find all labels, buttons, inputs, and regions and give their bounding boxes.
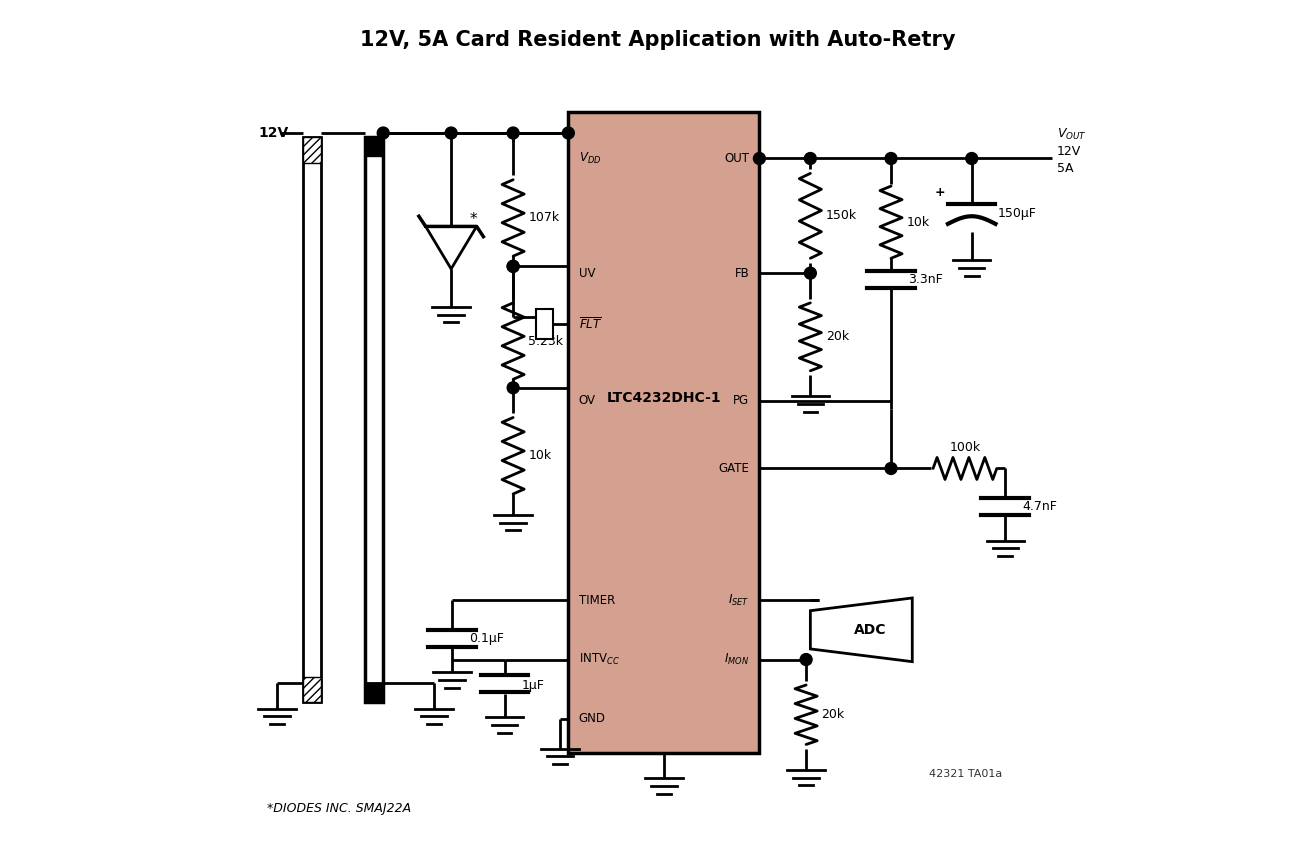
Text: 107k: 107k	[529, 211, 560, 224]
Circle shape	[508, 127, 519, 139]
Text: OUT: OUT	[725, 152, 750, 165]
Text: 10k: 10k	[529, 449, 551, 463]
Text: 150µF: 150µF	[997, 207, 1036, 220]
Bar	[302, 137, 321, 163]
Text: 3.3nF: 3.3nF	[909, 273, 943, 286]
Polygon shape	[810, 598, 913, 662]
Circle shape	[446, 127, 458, 139]
Bar	[364, 137, 383, 156]
Bar	[302, 676, 321, 702]
Bar	[302, 137, 321, 702]
Circle shape	[508, 261, 519, 273]
Text: TIMER: TIMER	[579, 594, 615, 607]
Circle shape	[508, 382, 519, 394]
Text: ADC: ADC	[853, 623, 886, 636]
Text: +: +	[934, 187, 944, 199]
Text: 10k: 10k	[906, 216, 930, 228]
Text: *: *	[469, 212, 477, 227]
Text: 20k: 20k	[826, 331, 848, 343]
Text: 12V: 12V	[1057, 145, 1081, 158]
Circle shape	[508, 261, 519, 273]
Text: 1µF: 1µF	[522, 678, 544, 692]
Text: 0.1µF: 0.1µF	[469, 632, 504, 645]
Text: GND: GND	[579, 712, 605, 726]
Text: $V_{DD}$: $V_{DD}$	[579, 151, 601, 166]
Text: OV: OV	[579, 394, 596, 407]
Circle shape	[563, 127, 575, 139]
Text: 4.7nF: 4.7nF	[1022, 500, 1057, 513]
Text: UV: UV	[579, 267, 594, 279]
Circle shape	[805, 153, 817, 164]
Text: INTV$_{CC}$: INTV$_{CC}$	[579, 652, 619, 667]
Bar	[537, 308, 554, 339]
Circle shape	[885, 463, 897, 475]
Text: 150k: 150k	[826, 210, 857, 222]
Bar	[568, 112, 759, 753]
Text: $\overline{FLT}$: $\overline{FLT}$	[579, 316, 602, 332]
Circle shape	[805, 268, 817, 279]
Text: 5A: 5A	[1057, 162, 1073, 176]
Text: 12V, 5A Card Resident Application with Auto-Retry: 12V, 5A Card Resident Application with A…	[360, 30, 955, 49]
Bar	[364, 137, 383, 702]
Circle shape	[800, 653, 813, 665]
Text: $I_{SET}$: $I_{SET}$	[727, 592, 750, 607]
Circle shape	[377, 127, 389, 139]
Text: *DIODES INC. SMAJ22A: *DIODES INC. SMAJ22A	[267, 802, 412, 815]
Text: $V_{OUT}$: $V_{OUT}$	[1057, 127, 1086, 142]
Text: LTC4232DHC-1: LTC4232DHC-1	[606, 391, 721, 406]
Text: PG: PG	[732, 394, 750, 407]
Text: 12V: 12V	[258, 126, 288, 140]
Text: GATE: GATE	[718, 462, 750, 475]
Text: 100k: 100k	[949, 440, 981, 454]
Text: $I_{MON}$: $I_{MON}$	[725, 652, 750, 667]
Circle shape	[753, 153, 765, 164]
Circle shape	[965, 153, 977, 164]
Text: 5.23k: 5.23k	[529, 335, 563, 348]
Text: 20k: 20k	[822, 708, 844, 722]
Text: FB: FB	[735, 267, 750, 279]
Text: 42321 TA01a: 42321 TA01a	[930, 769, 1002, 780]
Bar	[364, 683, 383, 702]
Circle shape	[885, 153, 897, 164]
